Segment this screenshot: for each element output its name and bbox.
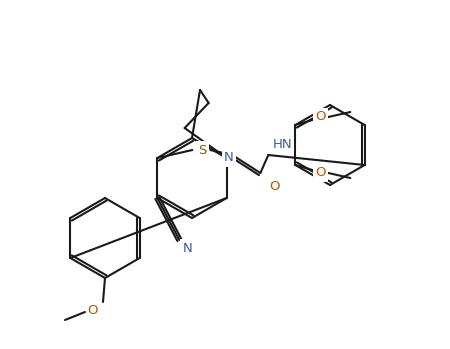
Text: HN: HN [272,139,292,151]
Text: O: O [315,111,326,124]
Text: O: O [88,304,98,317]
Text: N: N [224,151,234,164]
Text: N: N [183,242,192,254]
Text: S: S [198,143,207,156]
Text: O: O [315,166,326,179]
Text: O: O [269,180,279,193]
